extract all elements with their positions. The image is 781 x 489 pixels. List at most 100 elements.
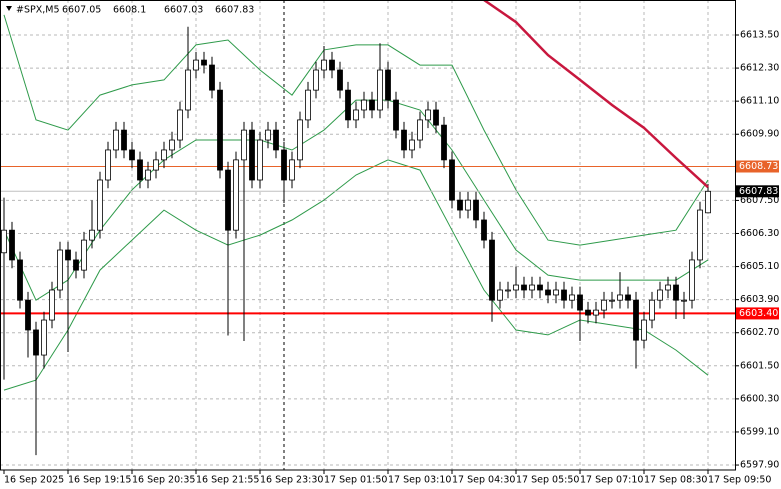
y-tick-label: 6601.50 (740, 360, 779, 371)
candle-body (17, 259, 23, 301)
candle-body (385, 69, 391, 101)
y-tick-label: 6603.90 (740, 294, 779, 305)
candle-body (209, 64, 215, 91)
candle-body (265, 129, 271, 141)
candle-body (25, 299, 31, 331)
candle-body (497, 289, 503, 301)
y-tick-label: 6597.90 (740, 460, 779, 471)
candle-body (425, 109, 431, 121)
candle-body (417, 119, 423, 141)
candle-body (33, 329, 39, 356)
candle-body (153, 159, 159, 171)
candle-body (617, 294, 623, 301)
candle-body (601, 299, 607, 311)
moving-average (483, 0, 709, 189)
candle-body (145, 169, 151, 181)
last-price-box (736, 185, 779, 198)
level-label-box (736, 160, 779, 173)
x-tick-label: 17 Sep 05:50 (516, 475, 579, 486)
candle-body (409, 139, 415, 151)
symbol-title: #SPX,M5 (16, 5, 60, 16)
candle-body (137, 159, 143, 181)
candle-body (289, 159, 295, 181)
candle-body (337, 69, 343, 91)
candle-body (113, 129, 119, 151)
candle-body (513, 284, 519, 291)
candle-body (177, 109, 183, 141)
candle-body (705, 190, 711, 214)
candle-body (609, 299, 615, 302)
candle-body (161, 149, 167, 161)
candle-body (305, 89, 311, 121)
y-tick-label: 6605.10 (740, 261, 779, 272)
header-icon (6, 6, 12, 11)
x-tick-label: 17 Sep 09:50 (708, 475, 771, 486)
candle-body (273, 129, 279, 151)
candle-body (297, 119, 303, 161)
candle-body (577, 294, 583, 311)
candle-body (281, 149, 287, 181)
candle-body (313, 69, 319, 91)
candle-body (689, 259, 695, 301)
x-tick-label: 16 Sep 23:30 (260, 475, 323, 486)
x-tick-label: 16 Sep 20:35 (132, 475, 195, 486)
candle-body (457, 199, 463, 211)
candle-body (73, 259, 79, 271)
candle-body (233, 159, 239, 231)
candle-body (257, 139, 263, 181)
x-tick-label: 16 Sep 19:15 (68, 475, 131, 486)
x-tick-label: 17 Sep 01:50 (324, 475, 387, 486)
candle-body (201, 59, 207, 66)
y-tick-label: 6612.30 (740, 63, 779, 74)
y-tick-label: 6611.10 (740, 96, 779, 107)
candle-body (561, 289, 567, 301)
y-tick-label: 6606.30 (740, 228, 779, 239)
y-tick-label: 6599.10 (740, 426, 779, 437)
candle-body (321, 59, 327, 71)
candle-body (97, 179, 103, 231)
candle-body (665, 284, 671, 291)
candle-body (697, 209, 703, 261)
last-price-label: 6607.83 (739, 186, 778, 197)
header-close: 6607.83 (215, 5, 254, 16)
candle-body (537, 284, 543, 291)
candle-body (441, 124, 447, 161)
candle-body (553, 289, 559, 296)
x-tick-label: 17 Sep 03:10 (388, 475, 451, 486)
frame (0, 0, 736, 471)
candle-body (89, 229, 95, 241)
candle-body (489, 239, 495, 301)
candle-body (65, 249, 71, 261)
candle-body (657, 289, 663, 301)
candle-body (593, 309, 599, 316)
candle-body (329, 59, 335, 71)
candle-body (545, 289, 551, 296)
candle-body (217, 89, 223, 171)
level-label: 6608.73 (739, 161, 778, 172)
candle-body (529, 284, 535, 291)
candle-body (185, 69, 191, 111)
candle-body (241, 129, 247, 161)
candle-body (361, 99, 367, 111)
y-tick-label: 6613.50 (740, 30, 779, 41)
header-high: 6608.1 (113, 5, 146, 16)
candle-body (81, 239, 87, 271)
x-tick-label: 17 Sep 07:10 (580, 475, 643, 486)
candle-body (585, 309, 591, 316)
candle-body (193, 59, 199, 71)
header-low: 6607.03 (164, 5, 203, 16)
candle-body (401, 129, 407, 151)
candle-body (641, 319, 647, 341)
header-open: 6607.05 (62, 5, 101, 16)
y-tick-label: 6600.30 (740, 393, 779, 404)
candle-body (49, 289, 55, 321)
candle-body (105, 149, 111, 181)
band-middle (3, 99, 709, 301)
candle-body (521, 284, 527, 291)
band-upper (3, 14, 709, 246)
candle-body (473, 199, 479, 221)
candle-body (505, 289, 511, 292)
candle-body (249, 129, 255, 181)
candle-body (57, 249, 63, 291)
